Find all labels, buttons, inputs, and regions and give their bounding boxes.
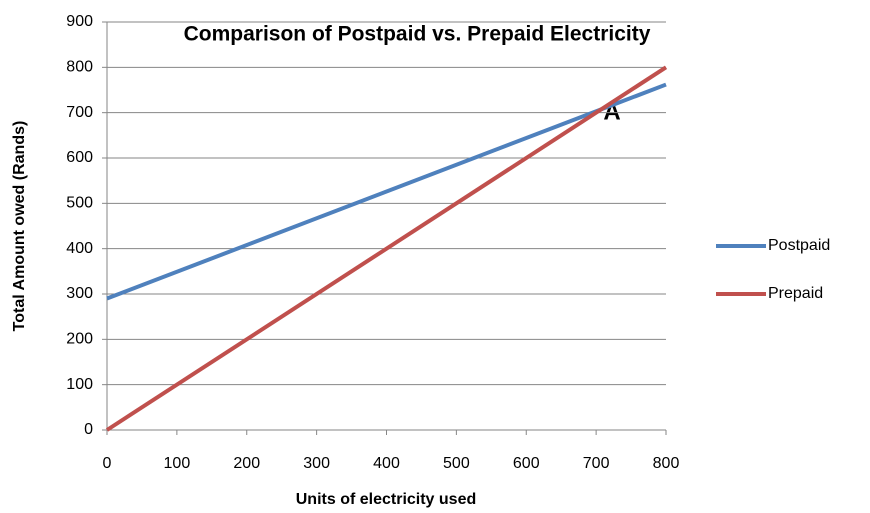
chart-title: Comparison of Postpaid vs. Prepaid Elect… xyxy=(184,23,651,46)
legend-label: Postpaid xyxy=(768,237,830,254)
y-axis-title: Total Amount owed (Rands) xyxy=(11,121,28,332)
x-axis-title: Units of electricity used xyxy=(296,491,477,508)
series-line xyxy=(106,82,667,301)
x-tick-label: 100 xyxy=(164,455,191,472)
y-tick-label: 800 xyxy=(66,59,93,76)
y-tick-label: 100 xyxy=(66,376,93,393)
x-tick-label: 600 xyxy=(513,455,540,472)
y-tick-label: 500 xyxy=(66,195,93,212)
x-tick-label: 500 xyxy=(443,455,470,472)
y-tick-label: 700 xyxy=(66,104,93,121)
series-line xyxy=(105,65,668,432)
x-tick-label: 300 xyxy=(303,455,330,472)
x-tick-label: 200 xyxy=(233,455,260,472)
y-tick-label: 300 xyxy=(66,285,93,302)
y-tick-label: 0 xyxy=(84,421,93,438)
y-tick-label: 200 xyxy=(66,331,93,348)
legend-label: Prepaid xyxy=(768,285,823,302)
y-tick-label: 900 xyxy=(66,13,93,30)
x-tick-label: 0 xyxy=(103,455,112,472)
y-tick-label: 600 xyxy=(66,149,93,166)
x-tick-label: 400 xyxy=(373,455,400,472)
y-tick-label: 400 xyxy=(66,240,93,257)
x-tick-label: 700 xyxy=(583,455,610,472)
x-tick-label: 800 xyxy=(653,455,680,472)
